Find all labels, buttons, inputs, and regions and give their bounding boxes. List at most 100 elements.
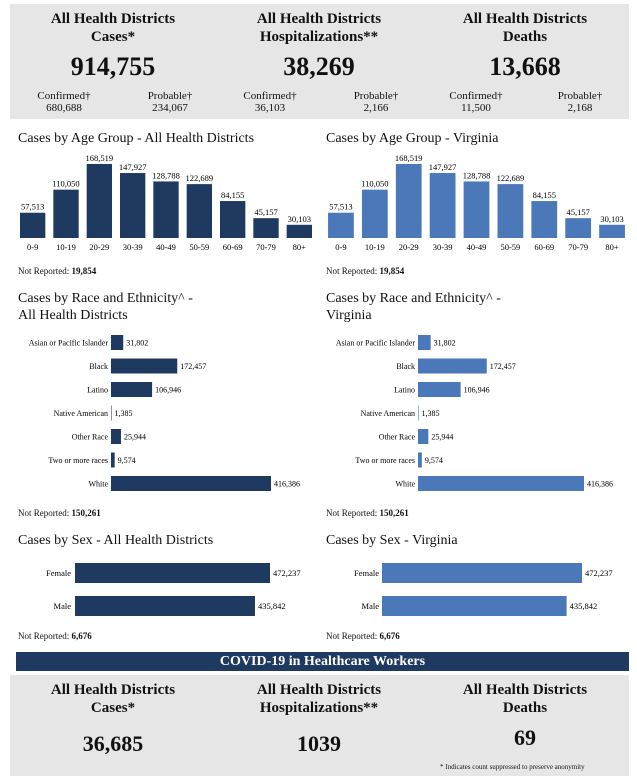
category-label-4: Other Race: [72, 433, 109, 442]
race-all-title: Cases by Race and Ethnicity^ - All Health…: [18, 290, 193, 324]
data-label-0-9: 57,513: [21, 202, 44, 212]
data-label-40-49: 128,788: [152, 170, 180, 180]
deaths-probable-label: Probable†: [557, 90, 603, 102]
bar-50-59: [186, 184, 212, 238]
category-label-1: Male: [54, 601, 72, 611]
category-label-2: Latino: [87, 386, 108, 395]
race-va-chart: Asian or Pacific Islander 31,802 Black 172,…: [336, 335, 613, 491]
bar-10-19: [53, 189, 79, 238]
data-label-0: 472,237: [273, 568, 301, 578]
bar-50-59: [497, 184, 524, 238]
data-label-5: 9,574: [118, 456, 136, 465]
hcw-deaths-total: 69: [514, 725, 536, 750]
cases-total: 914,755: [70, 52, 156, 81]
suppression-note: * Indicates count suppressed to preserve…: [440, 763, 585, 771]
category-label-0: Asian or Pacific Islander: [336, 339, 416, 348]
sex-va-nr-label: Not Reported:: [326, 631, 378, 641]
data-label-0: 472,237: [585, 568, 613, 578]
sex-all-title: Cases by Sex - All Health Districts: [18, 533, 214, 548]
bar-2: [111, 382, 153, 397]
cases-probable-value: 234,067: [152, 102, 188, 114]
bar-4: [418, 429, 429, 444]
data-label-6: 416,386: [274, 480, 300, 489]
cases-confirmed: Confirmed† 680,688: [24, 90, 104, 114]
bar-20-29: [395, 164, 422, 238]
data-label-60-69: 84,155: [533, 190, 556, 200]
cases-confirmed-label: Confirmed†: [37, 90, 91, 102]
hosp-title-line1: All Health Districts: [256, 11, 382, 27]
race-va-not-reported: Not Reported: 150,261: [326, 508, 409, 518]
hcw-cases-title-line1: All Health Districts: [50, 682, 176, 698]
cases-confirmed-value: 680,688: [46, 102, 82, 114]
healthcare-summary-panel: All Health Districts Cases* 36,685 All He…: [10, 675, 629, 776]
cases-probable: Probable† 234,067: [130, 90, 210, 114]
hcw-deaths: All Health Districts Deaths 69: [422, 675, 628, 751]
data-label-20-29: 168,519: [395, 153, 423, 163]
data-label-20-29: 168,519: [86, 153, 114, 163]
bar-60-69: [220, 201, 246, 238]
category-label-6: White: [395, 480, 415, 489]
tick-label-60-69: 60-69: [223, 242, 243, 252]
bar-3: [418, 405, 419, 421]
data-label-70-79: 45,157: [254, 207, 277, 217]
race-all-not-reported: Not Reported: 150,261: [18, 508, 101, 518]
tick-label-50-59: 50-59: [500, 242, 520, 252]
bar-1: [418, 358, 487, 374]
hcw-cases: All Health Districts Cases* 36,685: [10, 675, 216, 757]
hosp-probable-label: Probable†: [353, 90, 399, 102]
deaths-confirmed: Confirmed† 11,500: [436, 90, 516, 114]
bar-5: [111, 452, 115, 468]
data-label-0: 31,802: [434, 339, 456, 348]
sex-va-title: Cases by Sex - Virginia: [326, 533, 458, 548]
sex-va-not-reported: Not Reported: 6,676: [326, 631, 400, 641]
hcw-hosp-title-line1: All Health Districts: [256, 682, 382, 698]
category-label-2: Latino: [394, 386, 415, 395]
hcw-cases-total: 36,685: [82, 731, 144, 756]
hosp-probable-value: 2,166: [363, 102, 389, 114]
deaths-confirmed-value: 11,500: [461, 102, 491, 114]
tick-label-50-59: 50-59: [189, 242, 209, 252]
bar-1: [382, 596, 567, 616]
race-all-title-line2: All Health Districts: [18, 308, 128, 323]
tick-label-80+: 80+: [605, 242, 619, 252]
data-label-1: 172,457: [490, 362, 516, 371]
bar-70-79: [253, 218, 279, 238]
bar-2: [418, 382, 461, 397]
data-label-2: 106,946: [464, 386, 490, 395]
bar-0: [111, 335, 124, 350]
race-all-nr-label: Not Reported:: [18, 508, 70, 518]
summary-cases: All Health Districts Cases* 914,755: [10, 4, 216, 82]
hosp-probable: Probable† 2,166: [336, 90, 416, 114]
data-label-0-9: 57,513: [329, 202, 352, 212]
bar-40-49: [153, 181, 179, 238]
category-label-0: Asian or Pacific Islander: [29, 339, 109, 348]
data-label-30-39: 147,927: [429, 162, 457, 172]
hcw-hosp-title-line2: Hospitalizations**: [259, 700, 379, 716]
healthcare-banner: COVID-19 in Healthcare Workers: [16, 652, 629, 671]
bar-80+: [286, 224, 312, 238]
bar-30-39: [120, 173, 146, 238]
category-label-0: Female: [354, 568, 379, 578]
deaths-title-line1: All Health Districts: [462, 11, 588, 27]
category-label-1: Male: [362, 601, 380, 611]
data-label-80+: 30,103: [600, 214, 623, 224]
hosp-confirmed: Confirmed† 36,103: [230, 90, 310, 114]
data-label-5: 9,574: [425, 456, 443, 465]
deaths-confirmed-label: Confirmed†: [449, 90, 503, 102]
race-va-nr-value: 150,261: [379, 508, 409, 518]
tick-label-30-39: 30-39: [123, 242, 143, 252]
sex-all-not-reported: Not Reported: 6,676: [18, 631, 92, 641]
data-label-60-69: 84,155: [221, 190, 244, 200]
data-label-4: 25,944: [124, 433, 146, 442]
category-label-1: Black: [396, 362, 415, 371]
tick-label-80+: 80+: [293, 242, 307, 252]
deaths-probable: Probable† 2,168: [540, 90, 620, 114]
data-label-30-39: 147,927: [119, 162, 147, 172]
bar-30-39: [429, 173, 456, 238]
bar-70-79: [565, 218, 592, 238]
category-label-0: Female: [46, 568, 71, 578]
tick-label-10-19: 10-19: [365, 242, 385, 252]
tick-label-60-69: 60-69: [534, 242, 554, 252]
data-label-10-19: 110,050: [361, 179, 388, 189]
data-label-1: 435,842: [570, 601, 598, 611]
